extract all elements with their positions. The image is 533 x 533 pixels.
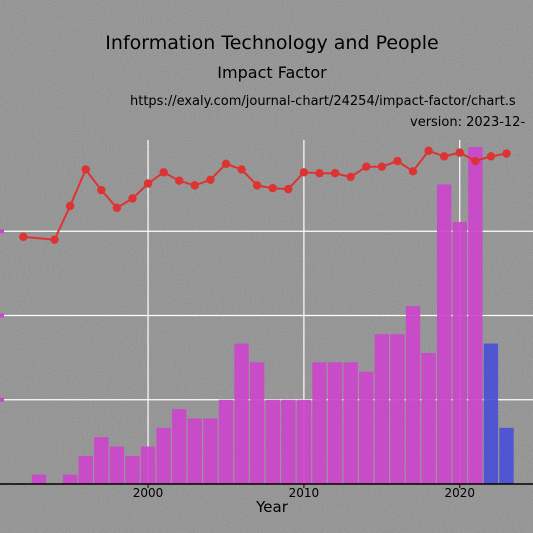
bar bbox=[359, 371, 374, 484]
bar bbox=[203, 418, 218, 484]
line-point bbox=[362, 162, 371, 171]
bar bbox=[374, 334, 389, 484]
line-point bbox=[97, 185, 106, 195]
line-point bbox=[408, 167, 418, 176]
line-point bbox=[424, 146, 433, 155]
line-point bbox=[268, 183, 277, 193]
bar bbox=[125, 455, 140, 484]
bar bbox=[296, 399, 312, 484]
line-point bbox=[252, 181, 262, 190]
line-point bbox=[190, 181, 200, 190]
line-point bbox=[175, 176, 184, 185]
impact-factor-line bbox=[19, 146, 511, 244]
bar bbox=[249, 362, 265, 484]
bar bbox=[78, 455, 93, 484]
bar bbox=[390, 334, 405, 484]
bar bbox=[436, 184, 452, 484]
bar bbox=[499, 427, 514, 484]
bar bbox=[109, 446, 125, 484]
line-point bbox=[19, 232, 28, 242]
bar bbox=[421, 352, 436, 484]
bar bbox=[94, 437, 109, 484]
line-point bbox=[237, 165, 246, 174]
line-point bbox=[221, 159, 231, 169]
x-tick-label: 2020 bbox=[444, 486, 475, 500]
line-point bbox=[315, 169, 324, 178]
bar bbox=[405, 306, 421, 484]
line-point bbox=[112, 203, 122, 213]
line-point bbox=[471, 156, 480, 166]
bar bbox=[187, 418, 202, 484]
line-point bbox=[299, 168, 309, 177]
line-point bbox=[455, 148, 464, 157]
line-point bbox=[439, 152, 449, 161]
chart-title: Information Technology and People bbox=[105, 32, 438, 54]
line-point bbox=[206, 175, 215, 184]
bar bbox=[468, 147, 483, 484]
bar bbox=[234, 343, 249, 484]
bar bbox=[281, 399, 296, 484]
x-axis-title: Year bbox=[255, 498, 289, 516]
source-url: https://exaly.com/journal-chart/24254/im… bbox=[130, 94, 516, 109]
line-point bbox=[330, 169, 340, 178]
bar bbox=[452, 221, 467, 484]
line-point bbox=[346, 172, 355, 182]
chart-subtitle: Impact Factor bbox=[217, 63, 327, 82]
line-point bbox=[393, 156, 402, 166]
x-tick-label: 2000 bbox=[133, 486, 164, 500]
bar bbox=[327, 362, 343, 484]
bar bbox=[483, 343, 499, 484]
line-point bbox=[284, 184, 293, 194]
bar bbox=[31, 474, 47, 484]
bar bbox=[172, 409, 187, 484]
bar bbox=[62, 474, 78, 484]
line-point bbox=[377, 162, 387, 171]
version-label: version: 2023-12- bbox=[410, 115, 525, 130]
bar bbox=[312, 362, 327, 484]
bar bbox=[265, 399, 280, 484]
axes: 2000 2010 2020 bbox=[0, 483, 533, 500]
bar bbox=[218, 399, 234, 484]
line-point bbox=[143, 179, 153, 188]
line-point bbox=[50, 235, 59, 244]
bar bbox=[140, 446, 156, 484]
x-tick-label: 2010 bbox=[289, 486, 320, 500]
line-point bbox=[81, 165, 90, 174]
y-tick-mark bbox=[0, 397, 4, 402]
line-point bbox=[502, 149, 511, 158]
bars bbox=[31, 147, 514, 484]
line-point bbox=[159, 168, 168, 177]
y-tick-mark bbox=[0, 313, 4, 318]
line-point bbox=[486, 152, 496, 161]
y-tick-mark bbox=[0, 229, 4, 234]
bar bbox=[156, 427, 171, 484]
bar bbox=[343, 362, 358, 484]
line-point bbox=[65, 201, 75, 211]
line-point bbox=[128, 194, 137, 203]
